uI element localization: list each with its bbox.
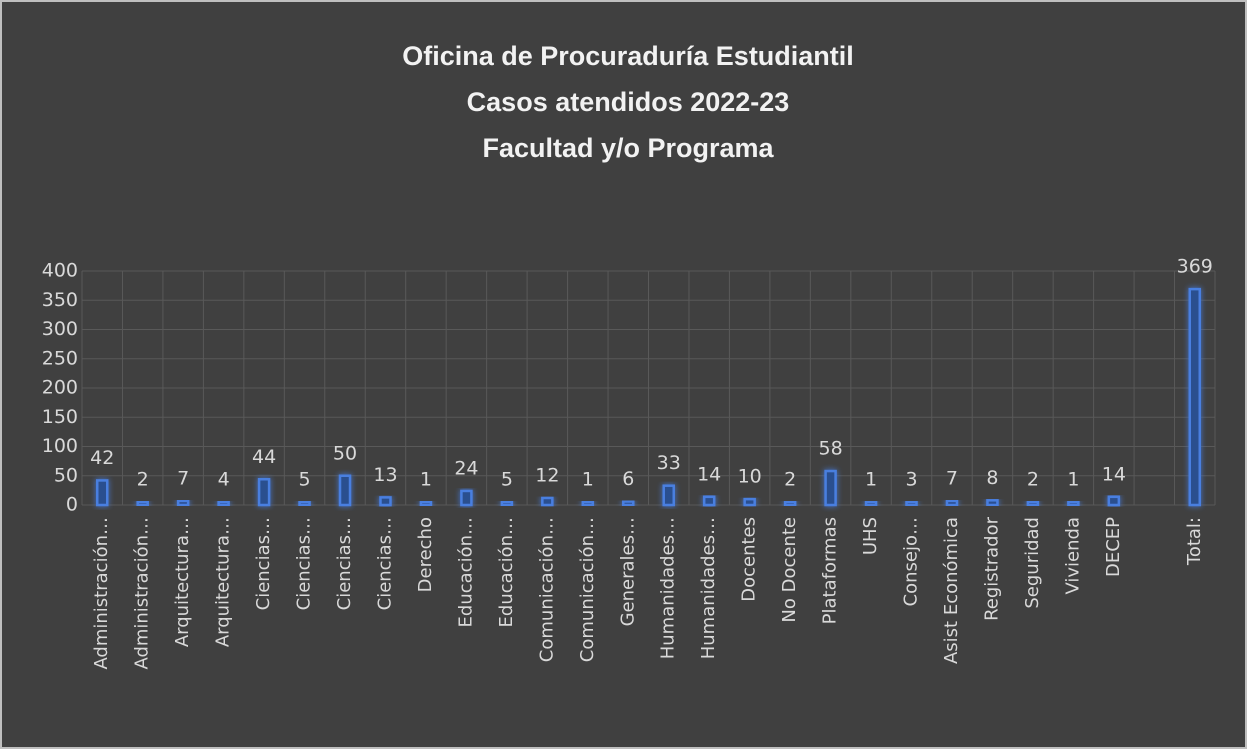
value-label: 3 xyxy=(905,469,917,491)
x-tick-label: Comunicación… xyxy=(536,517,557,662)
value-label: 4 xyxy=(218,469,230,491)
bar xyxy=(460,489,473,507)
y-tick-label: 150 xyxy=(42,406,78,428)
bar xyxy=(783,500,797,507)
x-tick-label: Educación… xyxy=(496,517,517,627)
x-tick-label: Vivienda xyxy=(1062,517,1083,595)
value-label: 2 xyxy=(1027,469,1039,491)
bar xyxy=(217,500,230,507)
x-tick-label: Derecho xyxy=(415,517,436,592)
bar xyxy=(743,497,756,507)
y-tick-label: 100 xyxy=(42,435,78,457)
bar xyxy=(1067,500,1080,507)
bar xyxy=(986,499,999,507)
bar xyxy=(662,484,675,507)
x-tick-label: UHS xyxy=(860,517,881,555)
bar xyxy=(298,500,311,507)
value-label: 14 xyxy=(1102,463,1126,485)
value-label: 7 xyxy=(177,467,189,489)
y-tick-label: 350 xyxy=(42,289,78,311)
value-label: 1 xyxy=(1067,469,1079,491)
value-label: 5 xyxy=(501,469,513,491)
y-tick-label: 50 xyxy=(54,464,78,486)
y-tick-label: 250 xyxy=(42,347,78,369)
value-label: 2 xyxy=(137,469,149,491)
value-label: 1 xyxy=(582,469,594,491)
x-tick-label: Docentes xyxy=(739,517,760,602)
y-tick-label: 200 xyxy=(42,377,78,399)
bar xyxy=(379,496,392,507)
value-label: 10 xyxy=(738,466,762,488)
chart-title: Facultad y/o Programa xyxy=(482,133,774,163)
bar xyxy=(338,474,352,507)
x-tick-label: Registrador xyxy=(981,516,1002,621)
value-label: 24 xyxy=(454,457,478,479)
bar xyxy=(419,500,433,507)
x-tick-label: Asist Económica xyxy=(941,517,962,664)
y-tick-label: 0 xyxy=(66,494,78,516)
value-label: 1 xyxy=(420,469,432,491)
value-label: 50 xyxy=(333,442,357,464)
bar xyxy=(176,499,190,507)
x-tick-label: Arquitectura… xyxy=(213,517,234,647)
x-tick-label: Arquitectura… xyxy=(172,517,193,647)
bar xyxy=(541,496,554,507)
bar xyxy=(945,499,959,507)
bar xyxy=(702,495,716,507)
value-label: 1 xyxy=(865,469,877,491)
value-label: 33 xyxy=(657,452,681,474)
x-tick-label: Generales… xyxy=(617,517,638,626)
value-label: 6 xyxy=(622,468,634,490)
x-tick-label: Total: xyxy=(1184,517,1205,566)
x-tick-label: Ciencias… xyxy=(253,517,274,610)
bar xyxy=(1107,495,1121,507)
bar xyxy=(257,478,271,507)
y-tick-label: 400 xyxy=(42,260,78,282)
bar xyxy=(581,500,595,507)
x-tick-label: Comunicación… xyxy=(577,517,598,662)
x-tick-label: Seguridad xyxy=(1022,517,1043,609)
value-label: 369 xyxy=(1177,256,1213,278)
bar xyxy=(864,500,878,507)
x-tick-label: Educación… xyxy=(455,517,476,627)
x-tick-label: Consejo… xyxy=(901,517,922,606)
x-tick-label: No Docente xyxy=(779,517,800,623)
value-label: 12 xyxy=(535,464,559,486)
value-label: 2 xyxy=(784,469,796,491)
x-tick-label: DECEP xyxy=(1103,517,1124,577)
value-label: 14 xyxy=(697,463,721,485)
x-tick-label: Ciencias… xyxy=(294,517,315,610)
bar xyxy=(1026,500,1040,507)
value-label: 5 xyxy=(299,469,311,491)
value-label: 7 xyxy=(946,467,958,489)
bar xyxy=(622,500,635,507)
bar xyxy=(500,500,514,507)
value-label: 8 xyxy=(986,467,998,489)
x-tick-label: Humanidades… xyxy=(698,517,719,659)
y-tick-label: 300 xyxy=(42,318,78,340)
value-label: 42 xyxy=(90,447,114,469)
value-label: 44 xyxy=(252,446,276,468)
x-tick-label: Humanidades… xyxy=(658,517,679,659)
x-tick-label: Ciencias… xyxy=(374,517,395,610)
bar xyxy=(136,500,149,507)
chart-title: Casos atendidos 2022-23 xyxy=(467,87,790,117)
x-tick-label: Ciencias… xyxy=(334,517,355,610)
bar xyxy=(95,479,109,507)
x-tick-label: Administración… xyxy=(132,517,153,670)
x-tick-label: Administración… xyxy=(91,517,112,670)
x-tick-label: Plataformas xyxy=(820,517,841,624)
value-label: 58 xyxy=(818,438,842,460)
chart-title: Oficina de Procuraduría Estudiantil xyxy=(402,41,854,71)
value-label: 13 xyxy=(373,464,397,486)
bar xyxy=(905,500,918,507)
bar xyxy=(824,469,837,507)
bar xyxy=(1188,287,1202,507)
